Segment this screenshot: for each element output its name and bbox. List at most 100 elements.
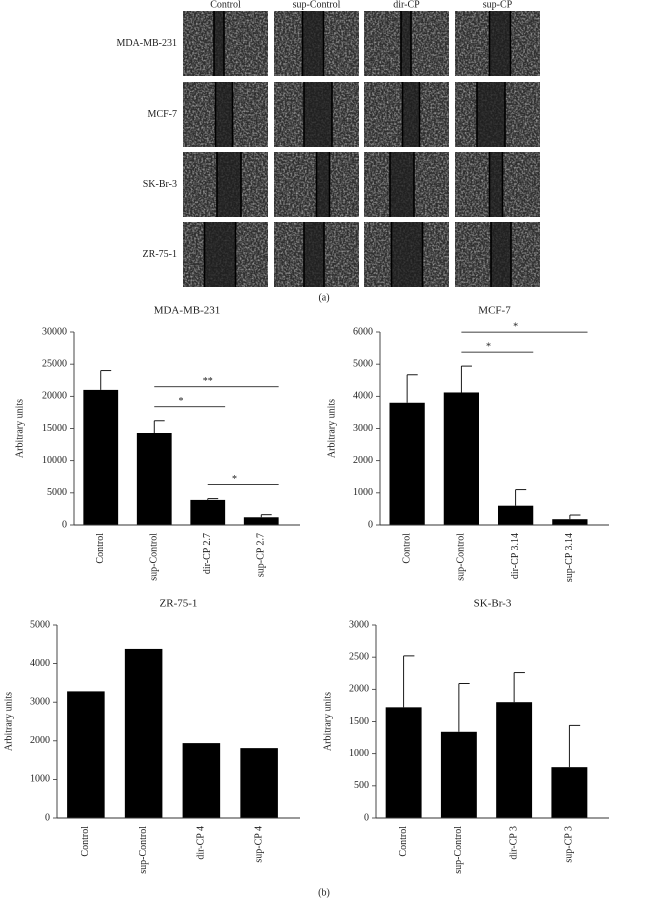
y-tick-label: 0 (62, 519, 67, 530)
micrograph (364, 222, 449, 287)
micrograph (455, 82, 540, 147)
row-label: SK-Br-3 (143, 179, 177, 190)
chart-title: ZR-75-1 (160, 598, 198, 610)
bar (443, 392, 480, 525)
micrograph (364, 82, 449, 147)
y-tick-label: 20000 (42, 391, 67, 402)
wound-gap (304, 82, 332, 147)
micrograph (274, 82, 359, 147)
bar (182, 743, 221, 818)
wound-gap (215, 82, 233, 147)
y-tick-label: 10000 (42, 455, 67, 466)
micrograph (455, 222, 540, 287)
y-tick-label: 2000 (30, 735, 50, 746)
x-tick-label: Control (398, 826, 409, 857)
y-tick-label: 4000 (353, 391, 373, 402)
y-tick-label: 2000 (353, 455, 373, 466)
y-tick-label: 1500 (349, 716, 369, 727)
bar (83, 389, 119, 525)
wound-gap (214, 11, 224, 76)
y-tick-label: 5000 (30, 619, 50, 630)
bar (497, 505, 534, 525)
y-axis-label: Arbitrary units (3, 692, 14, 751)
row-label: ZR-75-1 (143, 249, 177, 260)
wound-gap (316, 152, 330, 217)
row-label: MCF-7 (148, 109, 177, 120)
bar (496, 702, 533, 818)
y-tick-label: 2000 (349, 684, 369, 695)
micrograph-texture (183, 11, 268, 76)
y-tick-label: 4000 (30, 658, 50, 669)
y-tick-label: 3000 (30, 696, 50, 707)
y-tick-label: 15000 (42, 423, 67, 434)
bar (389, 402, 425, 525)
bar (67, 691, 105, 818)
x-tick-label: Control (95, 533, 106, 564)
micrograph (455, 152, 540, 217)
bar (551, 767, 588, 818)
significance-label: * (232, 474, 237, 485)
micrograph (274, 152, 359, 217)
y-tick-label: 30000 (42, 326, 67, 337)
y-tick-label: 5000 (47, 487, 67, 498)
x-tick-label: sup-CP 2.7 (256, 533, 267, 577)
bar (190, 499, 226, 525)
wound-gap (489, 152, 503, 217)
x-tick-label: dir-CP 3 (508, 826, 519, 860)
x-tick-label: sup-Control (453, 826, 464, 874)
wound-gap (489, 11, 511, 76)
significance-label: * (486, 341, 491, 352)
y-tick-label: 500 (354, 780, 369, 791)
micrograph (183, 222, 268, 287)
y-tick-label: 25000 (42, 358, 67, 369)
y-axis-label: Arbitrary units (14, 399, 25, 458)
wound-gap (302, 11, 324, 76)
micrograph (455, 11, 540, 76)
micrograph (274, 11, 359, 76)
y-tick-label: 5000 (353, 358, 373, 369)
column-label: sup-Control (293, 0, 341, 10)
y-tick-label: 6000 (353, 326, 373, 337)
panel-label: (a) (318, 292, 329, 303)
column-label: Control (210, 0, 241, 10)
bar (136, 433, 172, 525)
chart-title: MCF-7 (478, 305, 511, 317)
wound-gap (401, 11, 411, 76)
x-tick-label: sup-CP 3.14 (564, 533, 575, 582)
x-tick-label: sup-CP 3 (564, 826, 575, 863)
y-axis-label: Arbitrary units (326, 399, 337, 458)
x-tick-label: sup-Control (138, 826, 149, 874)
significance-label: * (513, 321, 518, 332)
chart-title: SK-Br-3 (474, 598, 512, 610)
y-axis-label: Arbitrary units (322, 692, 333, 751)
bar (440, 731, 477, 818)
micrograph (183, 11, 268, 76)
wound-gap (391, 222, 423, 287)
column-label: sup-CP (483, 0, 513, 10)
wound-gap (204, 222, 236, 287)
x-tick-label: sup-CP 4 (253, 826, 264, 863)
wound-gap (304, 222, 324, 287)
y-tick-label: 0 (368, 519, 373, 530)
micrograph (274, 222, 359, 287)
bar (243, 517, 279, 525)
x-tick-label: Control (80, 826, 91, 857)
panel-label: (b) (318, 887, 330, 898)
wound-gap (491, 222, 511, 287)
x-tick-label: dir-CP 4 (196, 826, 207, 860)
micrograph (183, 152, 268, 217)
micrograph (364, 152, 449, 217)
chart-title: MDA-MB-231 (154, 305, 221, 317)
y-tick-label: 3000 (349, 619, 369, 630)
wound-gap (217, 152, 241, 217)
y-tick-label: 3000 (353, 423, 373, 434)
significance-label: ** (203, 376, 213, 387)
y-tick-label: 1000 (349, 748, 369, 759)
wound-gap (402, 82, 420, 147)
y-tick-label: 0 (45, 812, 50, 823)
bar (240, 748, 278, 818)
y-tick-label: 0 (364, 812, 369, 823)
x-tick-label: sup-Control (149, 533, 160, 581)
